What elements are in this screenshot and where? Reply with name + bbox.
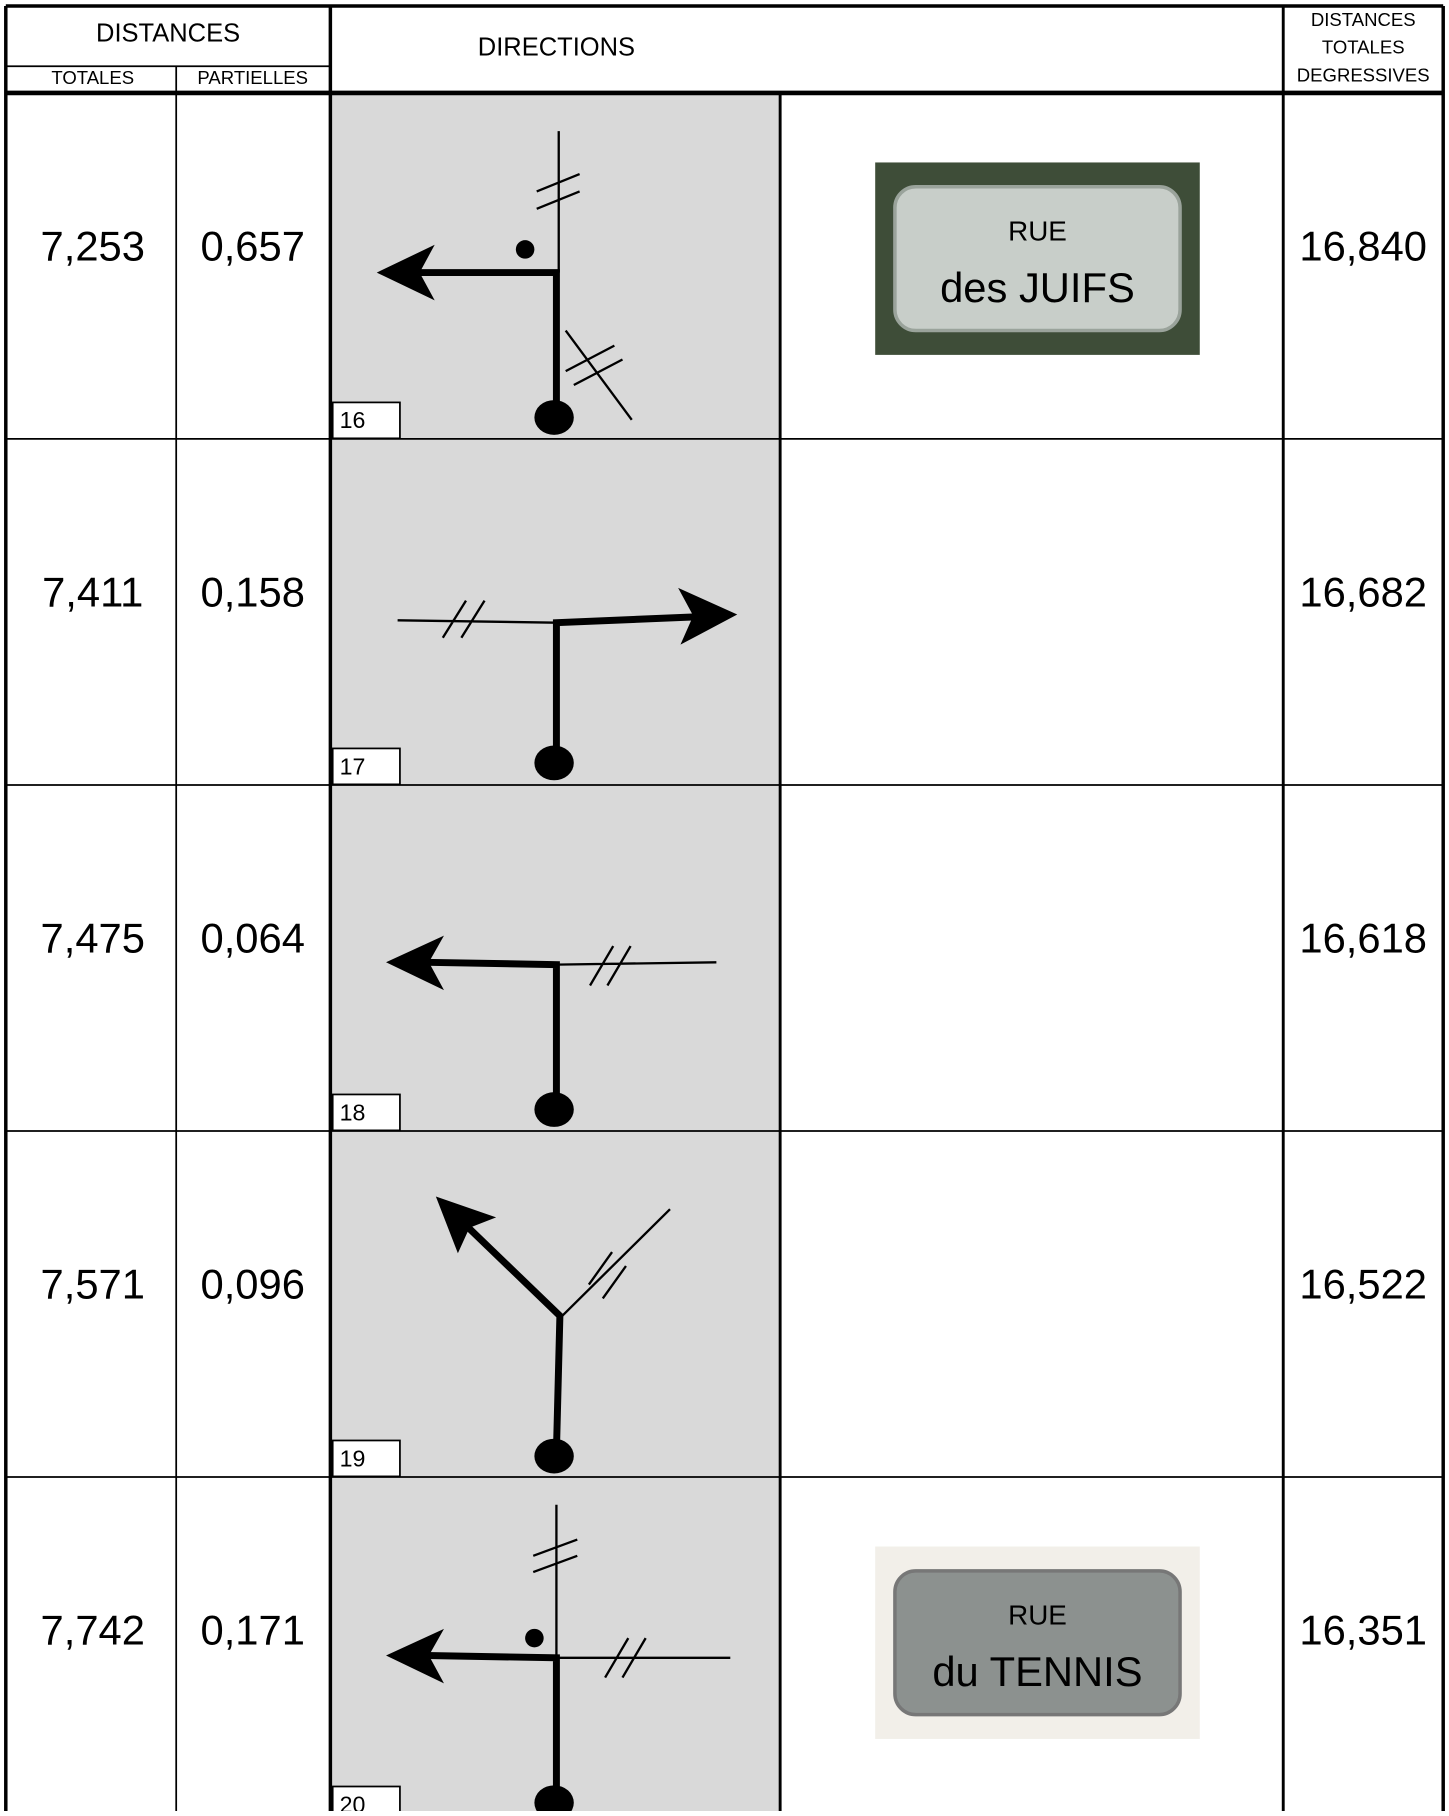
remaining-distance: 16,682: [1299, 568, 1427, 615]
street-sign: [893, 185, 1182, 333]
step-box: [331, 401, 401, 440]
street-sign-text: des JUIFS: [940, 264, 1135, 311]
header-directions: DIRECTIONS: [478, 34, 635, 62]
step-box: [331, 1093, 401, 1132]
step-number: 16: [340, 407, 366, 433]
diagram: [435, 1196, 671, 1474]
step-number: 20: [340, 1791, 366, 1811]
diagram: [386, 1504, 731, 1816]
header-totales: TOTALES: [51, 67, 134, 88]
partial-distance: 0,158: [201, 568, 305, 615]
remaining-distance: 16,351: [1299, 1606, 1427, 1653]
street-sign: [893, 1569, 1182, 1717]
street-sign-text: du TENNIS: [932, 1648, 1142, 1695]
diagram: [376, 131, 633, 435]
header-distances: DISTANCES: [96, 20, 240, 48]
partial-distance: 0,096: [201, 1260, 305, 1307]
street-sign-text: RUE: [1008, 216, 1067, 247]
diagram: [386, 935, 717, 1127]
partial-distance: 0,657: [201, 222, 305, 269]
remaining-distance: 16,840: [1299, 222, 1427, 269]
table-grid: [4, 4, 1445, 1816]
step-number: 17: [340, 753, 366, 779]
total-distance: 7,411: [42, 568, 143, 615]
total-distance: 7,571: [41, 1260, 145, 1307]
step-box: [331, 747, 401, 786]
total-distance: 7,253: [41, 222, 145, 269]
step-number: 19: [340, 1445, 366, 1471]
total-distance: 7,742: [41, 1606, 145, 1653]
step-number: 18: [340, 1099, 366, 1125]
total-distance: 7,475: [41, 914, 145, 961]
remaining-distance: 16,618: [1299, 914, 1427, 961]
header-partielles: PARTIELLES: [197, 67, 308, 88]
partial-distance: 0,171: [201, 1606, 305, 1653]
header-degressives: DISTANCES: [1311, 9, 1416, 30]
diagrams: [376, 131, 738, 1816]
remaining-distance: 16,522: [1299, 1260, 1427, 1307]
street-sign-text: RUE: [1008, 1600, 1067, 1631]
partial-distance: 0,064: [201, 914, 305, 961]
diagram: [397, 587, 738, 781]
step-box: [331, 1439, 401, 1478]
header-degressives: TOTALES: [1322, 37, 1405, 58]
header-degressives: DEGRESSIVES: [1297, 65, 1430, 86]
